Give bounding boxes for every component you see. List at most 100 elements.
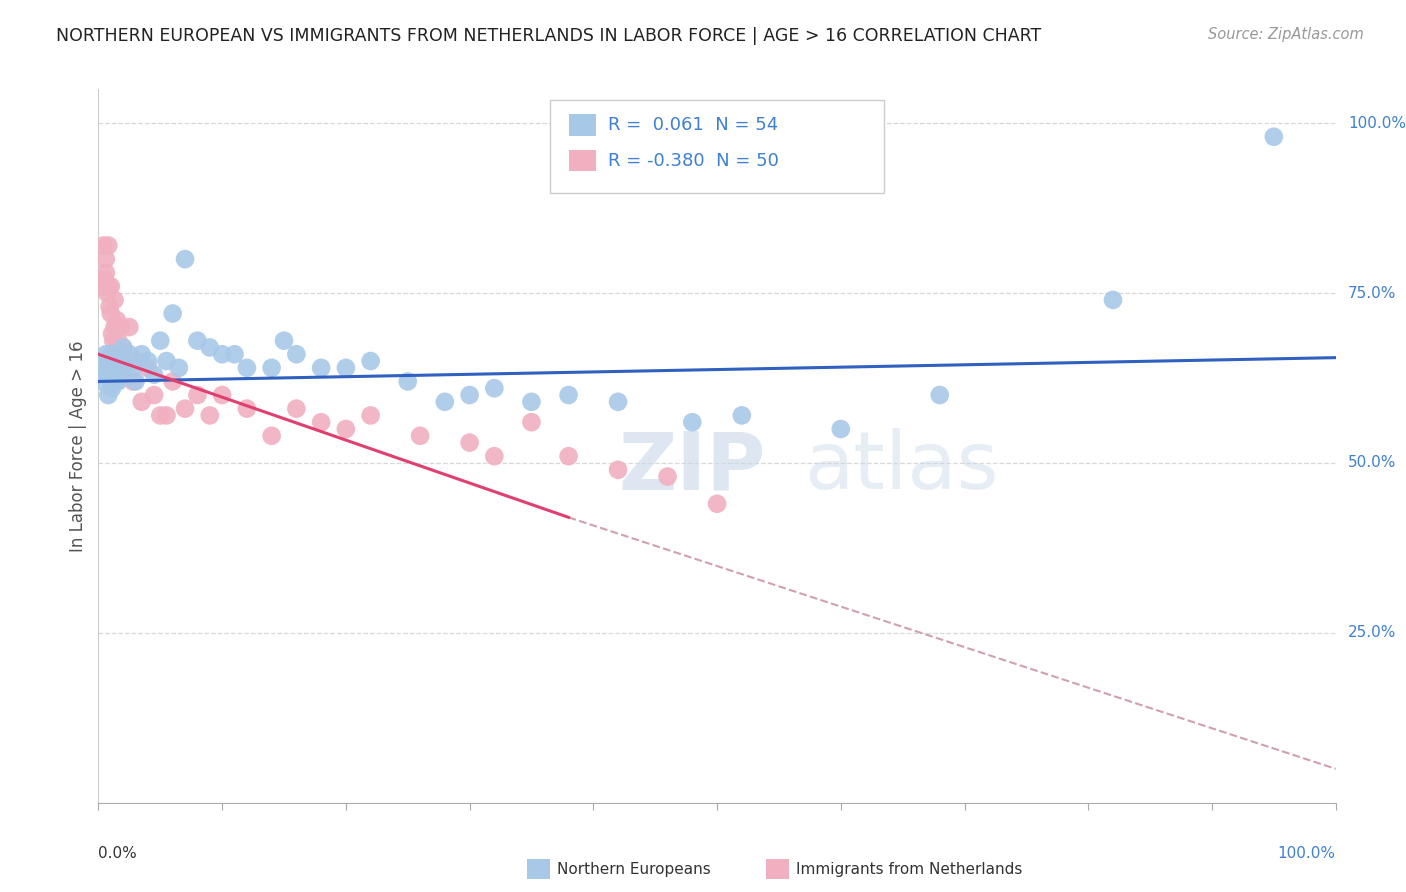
Point: [484, 381, 506, 395]
Point: [94, 252, 117, 266]
Text: Source: ZipAtlas.com: Source: ZipAtlas.com: [1208, 27, 1364, 42]
Point: [335, 360, 357, 375]
Point: [224, 347, 246, 361]
Point: [236, 401, 259, 416]
Point: [681, 415, 703, 429]
Point: [928, 388, 950, 402]
Point: [211, 388, 233, 402]
Point: [273, 334, 295, 348]
Point: [100, 375, 122, 389]
Y-axis label: In Labor Force | Age > 16: In Labor Force | Age > 16: [69, 340, 87, 552]
Point: [111, 354, 134, 368]
Point: [93, 238, 115, 252]
Point: [174, 401, 197, 416]
Point: [103, 334, 125, 348]
Point: [155, 409, 177, 423]
Point: [657, 469, 679, 483]
Point: [409, 429, 432, 443]
Point: [484, 449, 506, 463]
Point: [260, 360, 283, 375]
Point: [101, 381, 124, 395]
Text: 100.0%: 100.0%: [1278, 846, 1336, 861]
Point: [162, 375, 184, 389]
Point: [93, 272, 115, 286]
Text: Northern Europeans: Northern Europeans: [557, 863, 710, 877]
Text: R =  0.061  N = 54: R = 0.061 N = 54: [609, 116, 779, 134]
Point: [198, 409, 221, 423]
Point: [335, 422, 357, 436]
Point: [433, 394, 456, 409]
Text: NORTHERN EUROPEAN VS IMMIGRANTS FROM NETHERLANDS IN LABOR FORCE | AGE > 16 CORRE: NORTHERN EUROPEAN VS IMMIGRANTS FROM NET…: [56, 27, 1042, 45]
Point: [100, 279, 122, 293]
Point: [107, 334, 129, 348]
Point: [149, 409, 172, 423]
Point: [557, 388, 579, 402]
Text: 50.0%: 50.0%: [1348, 456, 1396, 470]
Point: [260, 429, 283, 443]
FancyBboxPatch shape: [568, 114, 596, 136]
Point: [105, 360, 128, 375]
Point: [1263, 129, 1285, 144]
Point: [112, 341, 135, 355]
Point: [100, 306, 122, 320]
Point: [198, 341, 221, 355]
Point: [105, 313, 128, 327]
Point: [124, 375, 146, 389]
Point: [98, 360, 121, 375]
Point: [360, 354, 382, 368]
Text: 75.0%: 75.0%: [1348, 285, 1396, 301]
Point: [143, 368, 166, 382]
Point: [93, 360, 115, 375]
Point: [731, 409, 754, 423]
Point: [122, 360, 145, 375]
Point: [96, 368, 118, 382]
Point: [607, 394, 630, 409]
Text: Immigrants from Netherlands: Immigrants from Netherlands: [796, 863, 1022, 877]
Point: [122, 375, 145, 389]
Point: [114, 360, 136, 375]
Point: [104, 375, 127, 389]
Point: [103, 293, 125, 307]
Point: [94, 266, 117, 280]
Point: [458, 388, 481, 402]
Point: [97, 354, 120, 368]
Point: [108, 354, 131, 368]
Point: [557, 449, 579, 463]
Point: [186, 388, 208, 402]
Point: [607, 463, 630, 477]
Point: [124, 354, 146, 368]
Point: [103, 320, 125, 334]
Text: R = -0.380  N = 50: R = -0.380 N = 50: [609, 152, 779, 169]
Point: [285, 347, 308, 361]
Point: [131, 347, 153, 361]
Point: [98, 300, 121, 314]
Point: [396, 375, 419, 389]
Point: [830, 422, 852, 436]
Point: [97, 238, 120, 252]
Point: [211, 347, 233, 361]
Point: [101, 326, 124, 341]
Point: [96, 286, 118, 301]
Point: [97, 388, 120, 402]
Point: [236, 360, 259, 375]
Point: [520, 415, 543, 429]
FancyBboxPatch shape: [550, 100, 884, 193]
Point: [706, 497, 728, 511]
Point: [149, 334, 172, 348]
Point: [100, 347, 122, 361]
Point: [136, 360, 159, 375]
Point: [114, 360, 136, 375]
Point: [162, 306, 184, 320]
Point: [1102, 293, 1125, 307]
Text: ZIP: ZIP: [619, 428, 765, 507]
Point: [105, 347, 128, 361]
Point: [309, 360, 332, 375]
Point: [143, 388, 166, 402]
Point: [112, 341, 135, 355]
Point: [285, 401, 308, 416]
Point: [118, 347, 141, 361]
Point: [91, 279, 114, 293]
Point: [97, 279, 120, 293]
FancyBboxPatch shape: [568, 150, 596, 171]
Point: [107, 375, 129, 389]
